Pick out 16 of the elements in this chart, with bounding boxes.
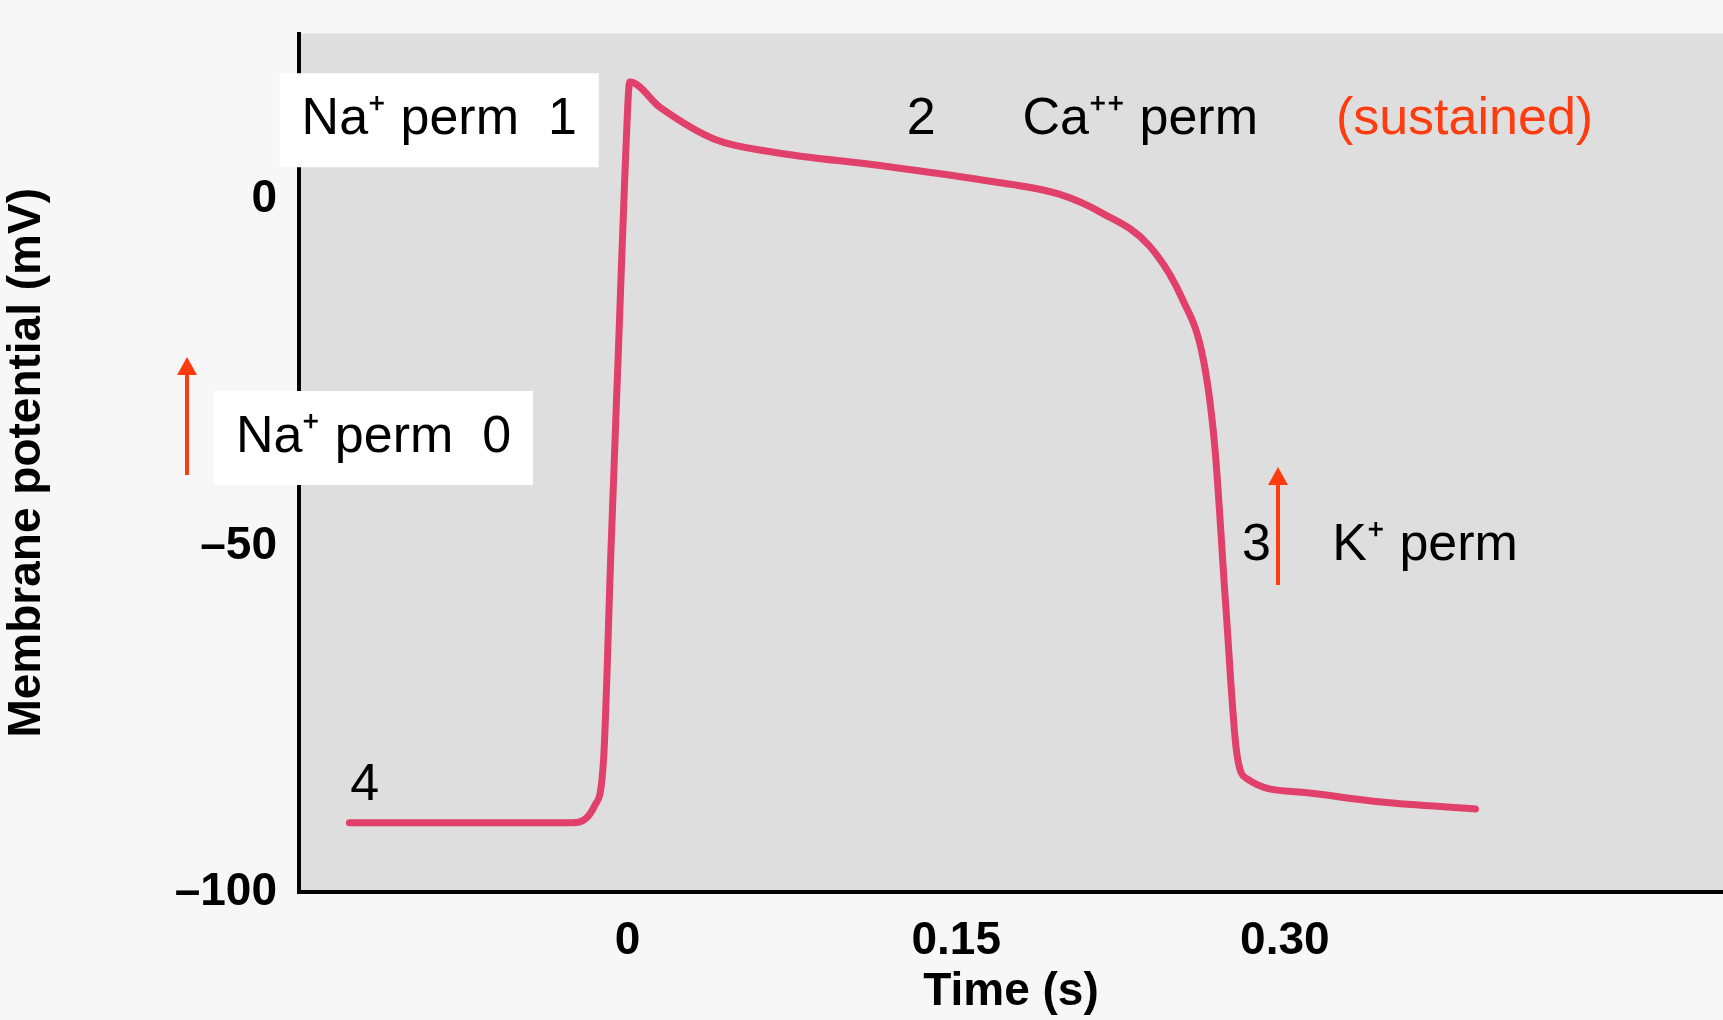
y-tick-label: –100	[174, 862, 277, 915]
annotation: Ca⁺⁺ perm	[1022, 87, 1258, 146]
x-tick-label: 0.30	[1240, 912, 1330, 965]
annotation: 4	[350, 753, 380, 812]
annotation: 3	[1241, 513, 1271, 572]
y-tick-label: 0	[251, 170, 277, 223]
y-axis-title: Membrane potential (mV)	[0, 188, 51, 738]
x-tick-label: 0.15	[911, 912, 1001, 965]
x-tick-label: 0	[614, 912, 641, 965]
y-tick-label: –50	[200, 516, 277, 569]
annotation: Na⁺ perm 0	[235, 405, 512, 464]
annotation: Na⁺ perm 1	[301, 87, 577, 146]
x-axis-title: Time (s)	[923, 963, 1099, 1016]
annotation: (sustained)	[1335, 87, 1594, 146]
annotation: 2	[906, 87, 936, 146]
annotation: K⁺ perm	[1332, 513, 1518, 572]
